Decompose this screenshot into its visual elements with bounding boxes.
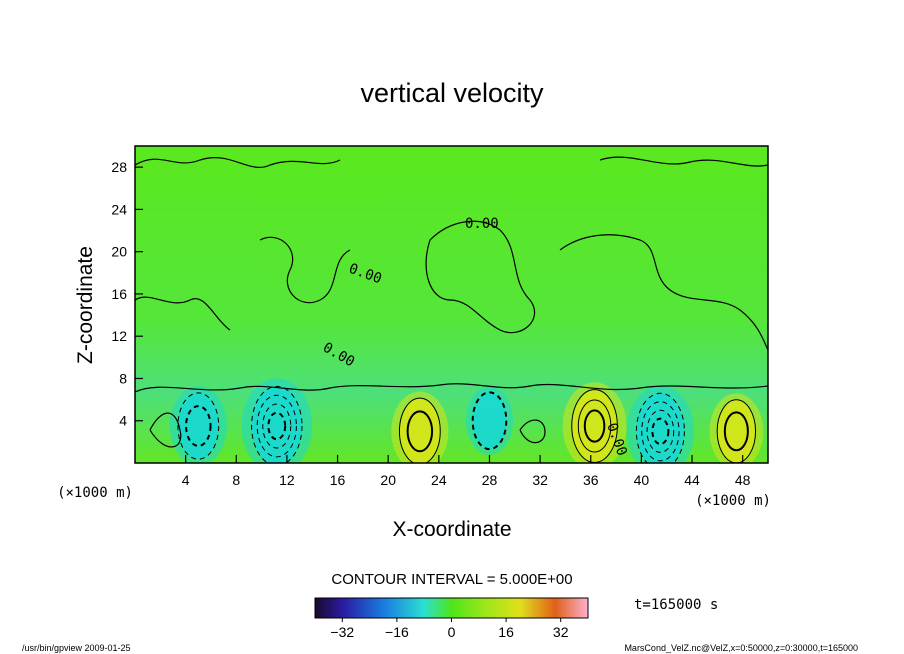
velocity-contour [635,392,685,463]
velocity-contour [251,385,303,463]
velocity-contour [651,417,670,445]
y-axis-unit: (×1000 m) [57,485,133,501]
zero-contour-line [559,156,768,351]
time-label: t=165000 s [634,597,718,613]
colorbar-tick-label: 0 [448,624,456,640]
velocity-core [399,398,441,463]
footer-right: MarsCond_VelZ.nc@VelZ,x=0:50000,z=0:3000… [624,643,858,653]
zero-contour-line [259,220,536,334]
velocity-contour [256,394,297,458]
x-tick-label: 4 [182,472,190,488]
velocity-contour [185,405,212,447]
y-tick-label: 24 [111,201,127,217]
x-tick-label: 28 [482,472,498,488]
velocity-contour [398,397,441,463]
x-tick-label: 40 [634,472,650,488]
contour-interval-label: CONTOUR INTERVAL = 5.000E+00 [331,571,572,588]
x-tick-label: 16 [330,472,346,488]
velocity-contour [646,409,675,453]
chart-title: vertical velocity [360,78,544,108]
x-tick-label: 24 [431,472,447,488]
x-axis-label: X-coordinate [392,518,511,541]
velocity-contour [583,409,606,443]
y-axis-label: Z-coordinate [74,246,97,364]
velocity-core [177,392,219,460]
y-tick-label: 4 [119,413,127,429]
x-tick-label: 44 [684,472,700,488]
x-axis-unit: (×1000 m) [695,493,771,509]
colorbar-tick-label: −16 [385,624,409,640]
x-tick-label: 32 [532,472,548,488]
velocity-contour [641,401,680,462]
colorbar-tick-label: 32 [553,624,569,640]
zero-contour-line [135,157,341,331]
x-tick-label: 48 [735,472,751,488]
velocity-core [251,386,302,463]
velocity-contour [262,403,292,449]
x-axis: 4 8 12 16 20 24 28 32 36 40 44 48 [182,455,751,488]
contour-layer [135,156,768,463]
velocity-contour [177,392,220,460]
colorbar [314,597,589,619]
plot-frame [134,145,769,464]
colorbar-ticks: −32 −16 0 16 32 [330,618,569,640]
zero-contour-line [135,383,768,393]
y-tick-label: 16 [111,286,127,302]
colorbar-tick-label: −32 [330,624,354,640]
x-tick-label: 8 [232,472,240,488]
y-axis: 4 8 12 16 20 24 28 [111,159,143,429]
velocity-core [472,392,507,450]
x-tick-label: 36 [583,472,599,488]
velocity-contour [267,411,287,441]
y-tick-label: 20 [111,244,127,260]
footer-left: /usr/bin/gpview 2009-01-25 [22,643,131,653]
velocity-contour [723,411,749,452]
y-tick-label: 28 [111,159,127,175]
colorbar-tick-label: 16 [498,624,514,640]
velocity-core [717,399,756,463]
y-tick-label: 8 [119,370,127,386]
x-tick-label: 12 [279,472,295,488]
velocity-core [636,393,685,463]
y-tick-label: 12 [111,328,127,344]
velocity-contour [406,410,434,453]
x-tick-label: 20 [380,472,396,488]
zero-contour-line [149,412,546,448]
velocity-contour [471,391,508,451]
contour-label: 0.00 [465,216,499,232]
velocity-contour [577,399,612,453]
